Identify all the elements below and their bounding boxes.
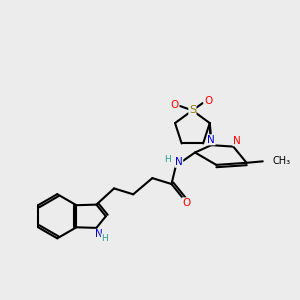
Text: O: O: [204, 96, 212, 106]
Text: O: O: [182, 198, 190, 208]
Text: CH₃: CH₃: [272, 156, 290, 166]
Text: O: O: [171, 100, 179, 110]
Text: N: N: [95, 230, 103, 239]
Text: S: S: [189, 105, 196, 116]
Text: N: N: [175, 157, 183, 167]
Text: N: N: [207, 135, 215, 145]
Text: H: H: [164, 155, 171, 164]
Text: H: H: [101, 234, 108, 243]
Text: N: N: [233, 136, 241, 146]
